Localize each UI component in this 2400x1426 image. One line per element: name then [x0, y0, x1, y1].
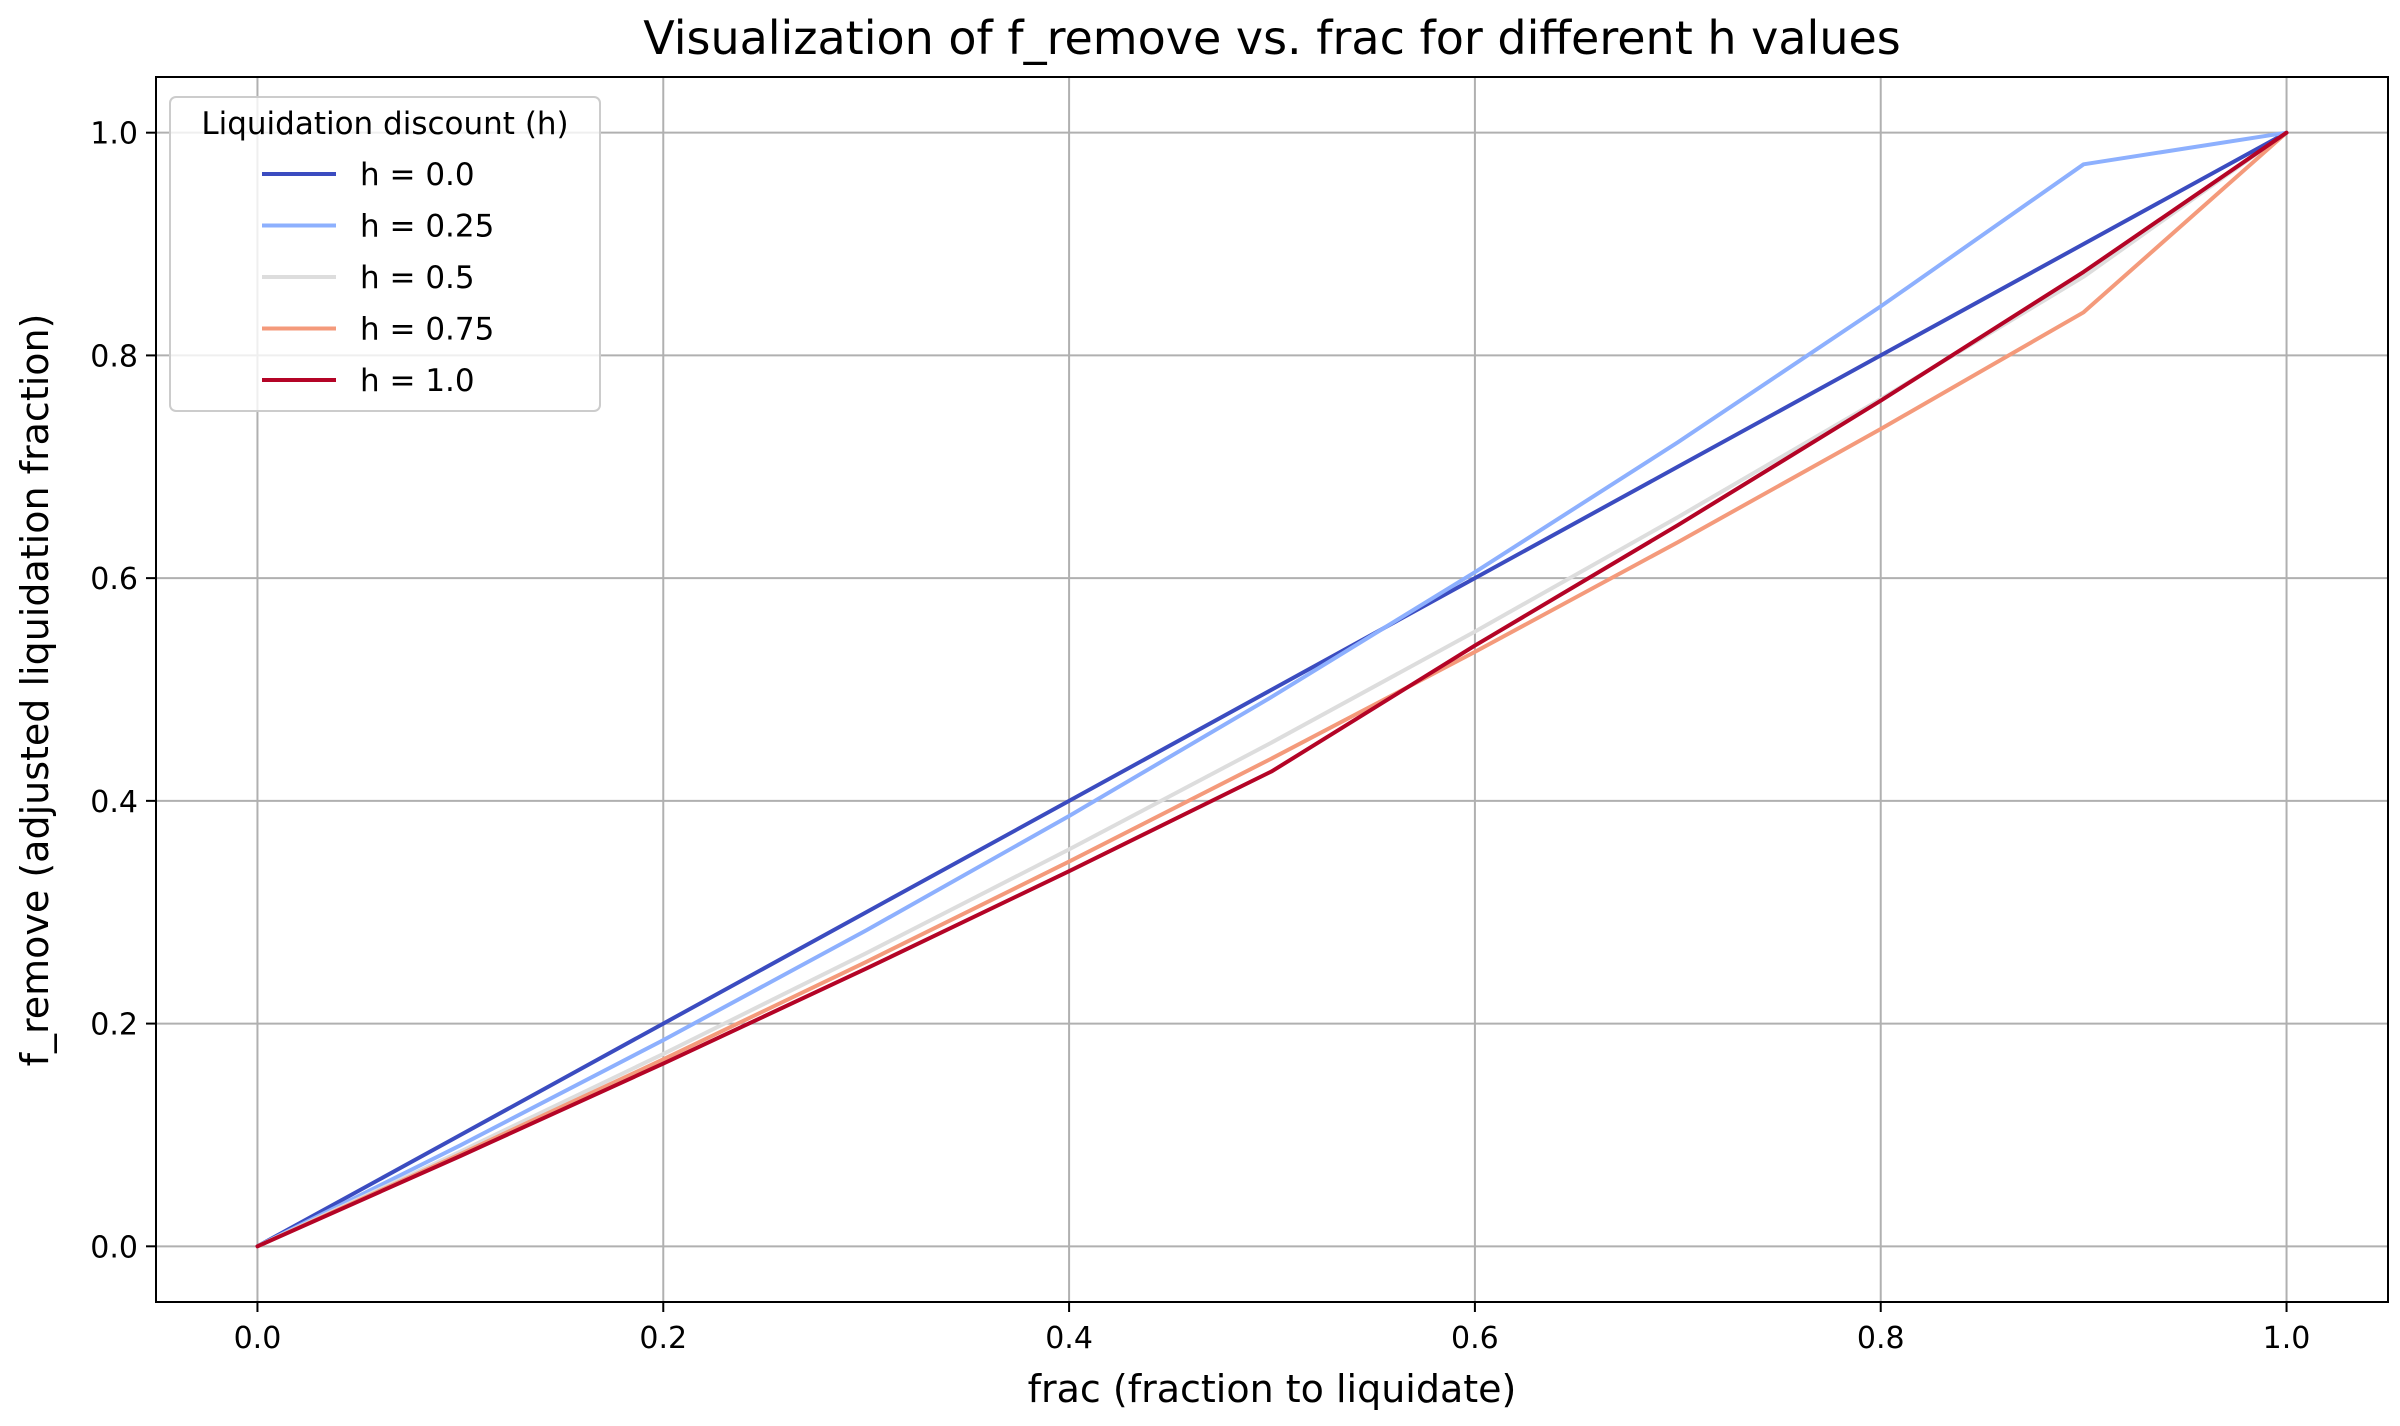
x-tick-label: 0.2	[639, 1321, 687, 1356]
legend-label: h = 0.75	[360, 312, 494, 348]
legend-label: h = 0.5	[360, 260, 475, 296]
y-tick-label: 1.0	[90, 117, 138, 152]
series-line-4	[255, 130, 2289, 1249]
legend: Liquidation discount (h) h = 0.0 h = 0.25…	[169, 96, 601, 412]
series-line-1	[255, 130, 2289, 1249]
y-tick-label: 0.0	[90, 1230, 138, 1265]
series-line-0	[255, 130, 2289, 1249]
y-tick-label: 0.4	[90, 785, 138, 820]
x-tick-label: 0.8	[1857, 1321, 1905, 1356]
x-tick-label: 0.6	[1451, 1321, 1499, 1356]
chart-title: Visualization of f_remove vs. frac for d…	[643, 11, 1901, 65]
x-tick-label: 0.0	[234, 1321, 282, 1356]
legend-label: h = 1.0	[360, 363, 475, 399]
legend-label: h = 0.25	[360, 209, 494, 245]
plot-area-frame	[155, 76, 2389, 1303]
y-axis-label: f_remove (adjusted liquidation fraction)	[13, 314, 57, 1067]
legend-label: h = 0.0	[360, 157, 475, 193]
x-tick-label: 1.0	[2263, 1321, 2311, 1356]
legend-title: Liquidation discount (h)	[201, 106, 568, 142]
x-axis-label: frac (fraction to liquidate)	[1028, 1367, 1517, 1411]
y-tick-label: 0.2	[90, 1008, 138, 1043]
series-lines	[255, 130, 2289, 1249]
y-tick-label: 0.8	[90, 339, 138, 374]
y-tick-label: 0.6	[90, 562, 138, 597]
series-line-3	[255, 130, 2289, 1249]
x-tick-label: 0.4	[1045, 1321, 1093, 1356]
axis-ticks: 0.0 0.2 0.4 0.6 0.8 1.0 0.0 0.2 0.4 0.6 0.8 1.0	[90, 117, 2310, 1356]
